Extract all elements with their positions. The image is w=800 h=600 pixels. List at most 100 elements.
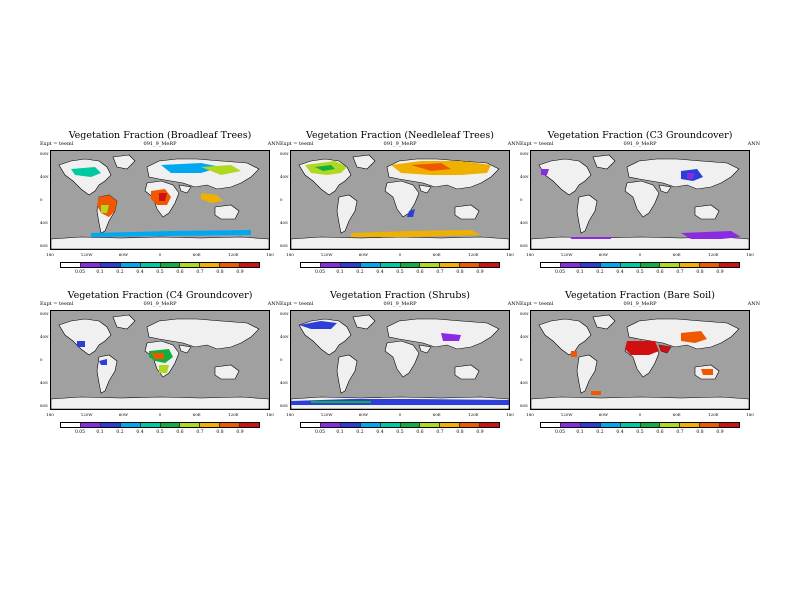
colorbar-label: 0.05 [554,270,566,275]
colorbar-label: 0.8 [696,430,704,435]
expt-label: Expt = teeml [520,141,554,147]
colorbar-swatch [400,423,421,427]
colorbar-label: 0.2 [356,270,364,275]
lon-label: 60W [118,252,128,257]
land-mass [418,344,432,354]
colorbar-label: 0.05 [74,270,86,275]
colorbar-label: 0.7 [676,270,684,275]
land-mass [178,344,192,354]
lon-label: 180 [746,412,754,417]
colorbar-label: 0.05 [314,270,326,275]
season-label: ANN [267,301,280,307]
colorbar-label: 0.4 [136,270,144,275]
colorbar [300,422,500,428]
lon-label: 60E [672,412,681,417]
colorbar-swatch [480,263,500,267]
colorbar-label: 0.9 [716,430,724,435]
lat-label: 80S [40,243,48,248]
colorbar-label: 0.1 [336,270,344,275]
lon-label: 60E [192,252,201,257]
land-mass [51,396,269,409]
world-map [291,151,509,249]
colorbar-swatch [380,423,401,427]
lat-label: 80N [520,151,529,156]
lat-label: 80N [40,311,49,316]
colorbar-swatch [180,423,201,427]
colorbar-label: 0.2 [356,430,364,435]
vegetation-patch [201,193,223,203]
vegetation-patch [659,345,671,353]
colorbar-swatch [380,263,401,267]
vegetation-patch [411,163,451,171]
colorbar-swatch [240,423,260,427]
colorbar-swatch [340,263,361,267]
colorbar-label: 0.4 [616,430,624,435]
lon-label: 180 [286,252,294,257]
land-mass [58,158,112,196]
colorbar-swatch [660,423,681,427]
vegetation-patch [91,230,251,237]
colorbar-label: 0.8 [456,430,464,435]
colorbar-label: 0.6 [176,430,184,435]
colorbar-swatch [580,263,601,267]
colorbar-swatch [80,423,101,427]
panel-broadleaf-trees: Vegetation Fraction (Broadleaf Trees) Ex… [40,130,280,302]
land-mass [624,180,660,218]
colorbar-swatch [80,263,101,267]
colorbar-label: 0.9 [476,270,484,275]
colorbar-label: 0.7 [196,430,204,435]
colorbar-label: 0.2 [596,430,604,435]
colorbar-label: 0.1 [576,270,584,275]
lon-label: 180 [746,252,754,257]
map-c4-groundcover [50,310,270,410]
colorbar-swatch [120,423,141,427]
vegetation-patch [351,230,481,237]
panel-subtitle: 091_9_MeRP [623,301,657,307]
colorbar-swatch [480,423,500,427]
colorbar-swatch [100,423,121,427]
expt-label: Expt = teeml [520,301,554,307]
lat-label: 80N [520,311,529,316]
lon-label: 120W [80,412,93,417]
lat-label: 80N [40,151,49,156]
colorbar-swatch [160,423,181,427]
vegetation-patch [311,401,371,403]
lon-label: 60W [118,412,128,417]
lon-label: 180 [46,412,54,417]
colorbar-label: 0.6 [416,270,424,275]
expt-label: Expt = teeml [40,141,74,147]
lon-label: 0 [638,412,642,417]
colorbar-label: 0.05 [74,430,86,435]
colorbar-swatch [541,263,561,267]
colorbar-swatch [160,263,181,267]
colorbar [300,262,500,268]
colorbar-label: 0.8 [216,430,224,435]
land-mass [418,184,432,194]
vegetation-patch [407,209,415,217]
colorbar-label: 0.7 [436,430,444,435]
panel-subtitle: 091_9_MeRP [623,141,657,147]
colorbar-label: 0.05 [314,430,326,435]
lon-label: 60E [672,252,681,257]
land-mass [336,194,358,234]
colorbar-swatch [460,263,481,267]
colorbar-swatch [200,423,221,427]
colorbar-label: 0.5 [636,270,644,275]
colorbar-label: 0.05 [554,430,566,435]
land-mass [214,364,240,380]
colorbar-label: 0.2 [596,270,604,275]
lat-label: 40N [40,174,49,179]
land-mass [576,194,598,234]
colorbar-label: 0.5 [396,430,404,435]
vegetation-patch [71,167,101,177]
lon-label: 60W [358,412,368,417]
expt-label: Expt = teeml [40,301,74,307]
lat-label: 80N [280,151,289,156]
lat-label: 40S [280,220,288,225]
colorbar-label: 0.1 [96,430,104,435]
vegetation-patch [151,353,165,359]
vegetation-patch [441,333,461,341]
map-broadleaf-trees [50,150,270,250]
vegetation-patch [99,359,107,365]
panel-needleleaf-trees: Vegetation Fraction (Needleleaf Trees) E… [280,130,520,302]
